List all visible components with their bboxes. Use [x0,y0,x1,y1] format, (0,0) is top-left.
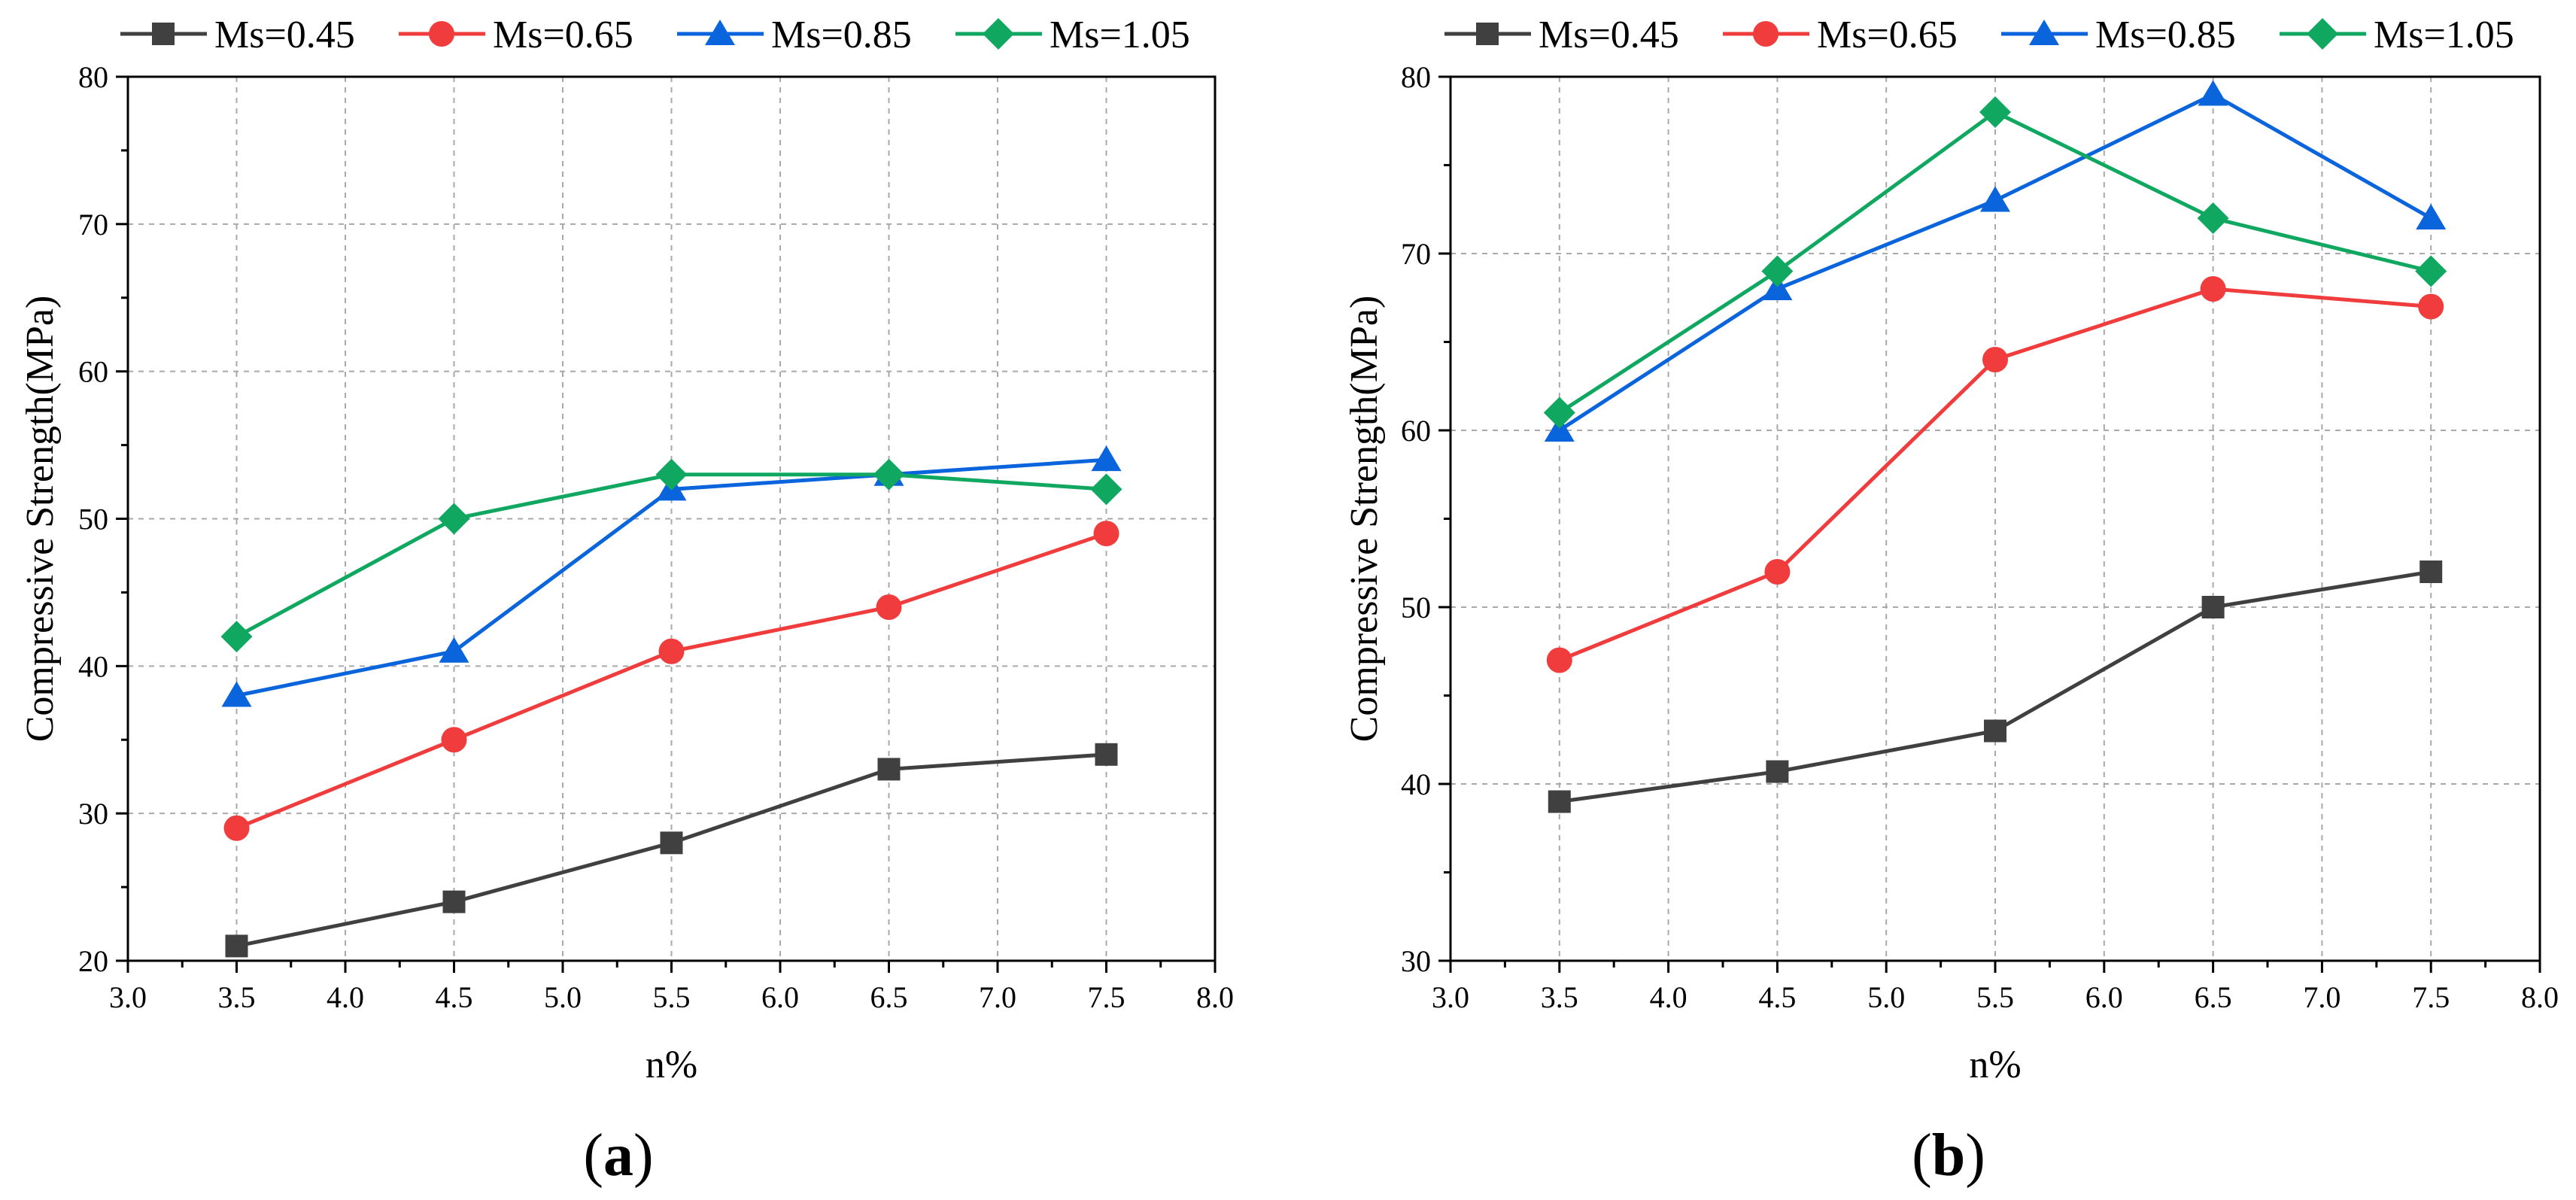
data-point-marker [1092,445,1122,471]
data-point-marker [2416,204,2446,229]
y-tick-label: 60 [78,355,108,389]
data-point-marker [1766,761,1788,783]
data-point-marker [661,831,683,854]
x-tick-label: 3.0 [109,980,147,1014]
x-tick-label: 3.0 [1432,980,1469,1014]
x-tick-label: 4.0 [1650,980,1687,1014]
x-tick-label: 5.5 [653,980,691,1014]
y-tick-label: 50 [1401,591,1431,624]
y-tick-label: 60 [1401,414,1431,448]
x-tick-label: 6.0 [761,980,799,1014]
data-point-marker [656,459,688,491]
data-point-marker [221,621,253,652]
panel-a: 3.0 3.5 4.0 4.5 5.0 5.5 6.0 6.5 7.0 7.5 8.0 20 30 40 5… [19,14,1234,1189]
panel-label-open-paren: ( [1912,1123,1932,1189]
y-tick-label: 40 [78,649,108,683]
y-tick-label: 80 [1401,60,1431,94]
data-point-marker [1980,187,2010,212]
data-point-marker [876,594,902,620]
data-point-marker [439,503,470,535]
x-tick-label: 7.5 [1088,980,1125,1014]
x-axis-title: n% [1969,1044,2021,1086]
data-point-marker [2198,202,2229,234]
data-point-marker [2415,256,2447,287]
data-point-marker [878,758,901,780]
legend-label: Ms=0.85 [771,14,912,56]
legend-swatch-marker [1753,21,1779,47]
data-point-marker [1761,256,1793,287]
y-tick-label: 20 [78,944,108,978]
panel-b: 3.0 3.5 4.0 4.5 5.0 5.5 6.0 6.5 7.0 7.5 8.0 30 40 50 6… [1343,14,2559,1189]
panel-label-open-paren: ( [583,1123,603,1189]
legend-label: Ms=0.65 [1817,14,1958,56]
figure: 3.0 3.5 4.0 4.5 5.0 5.5 6.0 6.5 7.0 7.5 8.0 20 30 40 5… [0,0,2576,1200]
legend-swatch-marker [429,21,454,47]
data-point-marker [2418,294,2444,320]
data-point-marker [2202,596,2225,618]
panel-label-close-paren: ) [1965,1123,1985,1189]
data-point-marker [442,727,467,752]
y-tick-label: 80 [78,60,108,94]
data-point-marker [1979,96,2011,128]
legend-label: Ms=0.45 [1539,14,1679,56]
panel-label-close-paren: ) [633,1123,654,1189]
panel-label-letter: a [603,1123,633,1189]
data-point-marker [1094,521,1119,546]
x-tick-label: 5.0 [1867,980,1905,1014]
data-point-marker [2420,561,2442,583]
data-point-marker [439,637,469,663]
x-tick-label: 3.5 [218,980,256,1014]
x-tick-label: 6.5 [870,980,908,1014]
legend-swatch-marker [2307,18,2338,50]
x-tick-label: 6.5 [2195,980,2232,1014]
x-tick-label: 4.5 [436,980,473,1014]
data-point-marker [443,891,466,913]
legend-label: Ms=0.85 [2095,14,2236,56]
x-tick-label: 4.0 [327,980,364,1014]
legend-label: Ms=0.45 [214,14,355,56]
data-point-marker [1982,347,2008,372]
panel-label: (b) [1912,1123,1985,1189]
x-tick-label: 7.0 [2303,980,2341,1014]
legend-label: Ms=1.05 [1050,14,1190,56]
data-point-marker [1548,791,1571,813]
x-tick-label: 7.0 [979,980,1016,1014]
x-tick-label: 8.0 [2521,980,2559,1014]
y-tick-label: 30 [1401,944,1431,978]
y-tick-label: 70 [78,208,108,242]
data-point-marker [2201,276,2226,302]
x-tick-label: 7.5 [2412,980,2450,1014]
y-axis-title: Compressive Strength(MPa) [19,296,62,743]
data-point-marker [659,639,685,664]
x-axis-title: n% [646,1044,697,1086]
data-point-marker [1764,559,1790,585]
panel-label: (a) [583,1123,653,1189]
y-tick-label: 40 [1401,767,1431,801]
legend-swatch-marker [1476,23,1499,45]
y-tick-label: 50 [78,503,108,536]
data-point-marker [1547,648,1572,673]
y-tick-label: 70 [1401,237,1431,271]
x-tick-label: 3.5 [1541,980,1578,1014]
legend-swatch-marker [152,23,175,45]
data-point-marker [224,816,250,841]
y-axis-title: Compressive Strength(MPa) [1343,296,1386,743]
x-tick-label: 5.5 [1976,980,2014,1014]
x-tick-label: 6.0 [2085,980,2123,1014]
data-point-marker [1095,743,1118,766]
x-tick-label: 8.0 [1196,980,1234,1014]
data-point-marker [2198,81,2228,106]
legend-swatch-marker [983,18,1014,50]
x-tick-label: 4.5 [1758,980,1796,1014]
legend-label: Ms=1.05 [2374,14,2514,56]
x-tick-label: 5.0 [544,980,582,1014]
legend-label: Ms=0.65 [493,14,633,56]
data-point-marker [1984,720,2006,743]
data-point-marker [1091,473,1122,505]
data-point-marker [226,934,248,957]
panel-label-letter: b [1932,1123,1966,1189]
y-tick-label: 30 [78,797,108,831]
